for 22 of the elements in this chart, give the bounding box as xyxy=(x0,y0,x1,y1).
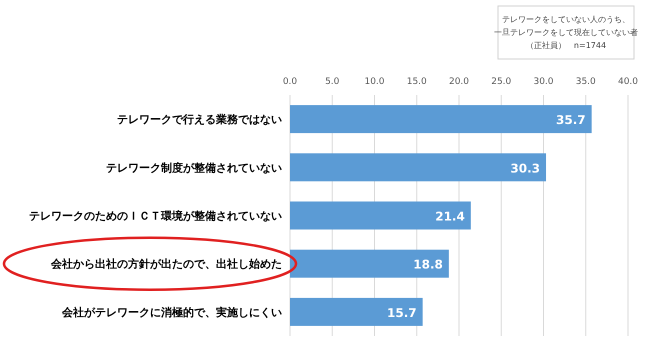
x-tick-label: 0.0 xyxy=(282,77,298,87)
x-tick-label: 25.0 xyxy=(491,77,512,87)
x-tick-label: 40.0 xyxy=(618,77,638,87)
data-label: 15.7 xyxy=(387,306,417,320)
x-tick-label: 35.0 xyxy=(576,77,596,87)
data-label: 18.8 xyxy=(413,258,443,272)
text: 一旦テレワークをして現在していない者 xyxy=(494,28,638,37)
data-label: 35.7 xyxy=(556,113,586,128)
x-tick-label: 20.0 xyxy=(448,77,470,87)
x-tick-label: 10.0 xyxy=(364,77,385,87)
y-tick-label: 会社がテレワークに消極的で、実施しにくい xyxy=(61,306,282,319)
x-tick-label: 5.0 xyxy=(325,77,340,87)
x-tick-label: 15.0 xyxy=(406,77,428,87)
y-tick-label: テレワークのためのＩＣＴ環境が整備されていない xyxy=(29,210,282,222)
y-tick-label: テレワークで行える業務ではない xyxy=(117,113,282,126)
text: テレワークをしていない人のうち、 xyxy=(502,15,630,24)
data-label: 21.4 xyxy=(435,210,465,224)
y-tick-label: 会社から出社の方針が出たので、出社し始めた xyxy=(50,258,282,271)
data-label: 30.3 xyxy=(510,161,540,176)
y-tick-label: テレワーク制度が整備されていない xyxy=(106,161,282,174)
text: （正社員） n=1744 xyxy=(526,41,606,50)
x-tick-label: 30.0 xyxy=(533,77,554,87)
